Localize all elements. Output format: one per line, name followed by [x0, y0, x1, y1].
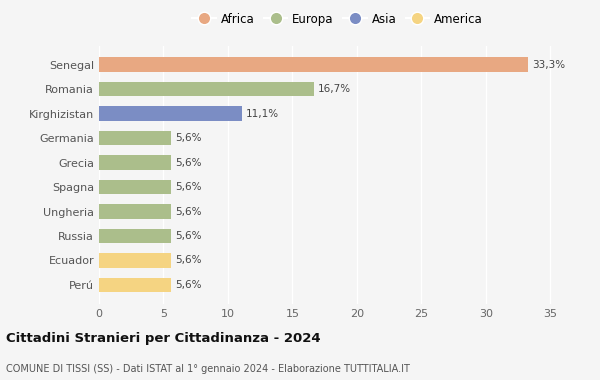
Bar: [99, 253, 171, 268]
Bar: [99, 131, 171, 146]
Bar: [99, 155, 171, 170]
Bar: [99, 106, 242, 121]
Text: 5,6%: 5,6%: [175, 182, 202, 192]
Text: Cittadini Stranieri per Cittadinanza - 2024: Cittadini Stranieri per Cittadinanza - 2…: [6, 332, 320, 345]
Text: 5,6%: 5,6%: [175, 255, 202, 266]
Text: 16,7%: 16,7%: [318, 84, 351, 94]
Bar: [99, 180, 171, 195]
Text: 5,6%: 5,6%: [175, 231, 202, 241]
Text: COMUNE DI TISSI (SS) - Dati ISTAT al 1° gennaio 2024 - Elaborazione TUTTITALIA.I: COMUNE DI TISSI (SS) - Dati ISTAT al 1° …: [6, 364, 410, 374]
Bar: [99, 204, 171, 219]
Text: 5,6%: 5,6%: [175, 206, 202, 217]
Text: 5,6%: 5,6%: [175, 280, 202, 290]
Bar: [99, 229, 171, 243]
Text: 33,3%: 33,3%: [532, 60, 565, 70]
Bar: [99, 277, 171, 292]
Text: 11,1%: 11,1%: [246, 109, 279, 119]
Text: 5,6%: 5,6%: [175, 158, 202, 168]
Text: 5,6%: 5,6%: [175, 133, 202, 143]
Legend: Africa, Europa, Asia, America: Africa, Europa, Asia, America: [190, 10, 485, 28]
Bar: [99, 57, 528, 72]
Bar: [99, 82, 314, 97]
